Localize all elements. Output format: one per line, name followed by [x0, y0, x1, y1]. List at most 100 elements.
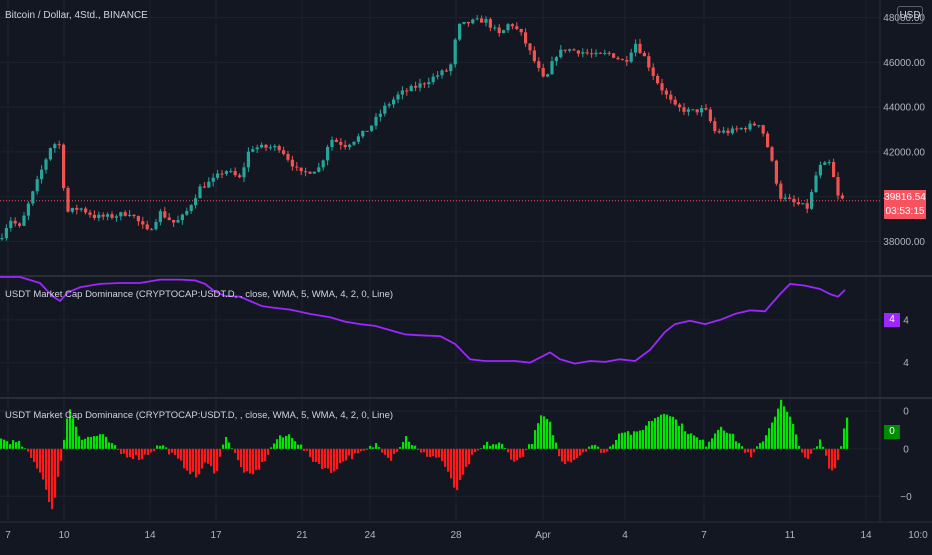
histogram-bar — [252, 448, 255, 475]
histogram-bar — [777, 408, 780, 449]
histogram-bar — [615, 439, 618, 449]
histogram-bar — [735, 441, 738, 449]
histogram-bar — [66, 418, 69, 449]
histogram-bar — [660, 414, 663, 449]
symbol-legend[interactable]: Bitcoin / Dollar, 4Std., BINANCE — [5, 10, 148, 21]
candle-body — [13, 220, 17, 224]
pane-separators[interactable] — [0, 0, 932, 523]
candle-body — [365, 130, 369, 132]
candle-body — [352, 141, 356, 145]
histogram-bar — [186, 448, 189, 471]
candle-body — [224, 171, 228, 174]
candle-body — [757, 125, 761, 127]
histogram-bar — [672, 416, 675, 449]
histogram-bar — [450, 448, 453, 479]
candle-body — [141, 221, 145, 225]
histogram-bar — [168, 448, 171, 455]
candle-body — [194, 198, 198, 206]
candle-body — [546, 74, 550, 77]
candle-body — [308, 171, 312, 174]
candle-body — [568, 49, 572, 51]
histogram-bar — [588, 446, 591, 449]
candle-body — [766, 133, 770, 148]
candle-body — [656, 75, 660, 84]
histogram-bar — [342, 448, 345, 462]
histogram-bar — [315, 448, 318, 462]
candle-body — [770, 147, 774, 161]
histogram-bar — [144, 448, 147, 455]
candle-body — [576, 50, 580, 54]
candle-body — [35, 179, 39, 192]
currency-button[interactable]: USD — [897, 6, 923, 24]
candle-body — [44, 159, 48, 170]
candle-body — [176, 220, 180, 223]
candle-body — [114, 216, 118, 218]
histogram-bar — [303, 448, 306, 451]
histogram-bar — [288, 434, 291, 449]
candle-body — [528, 43, 532, 51]
histogram-bar — [255, 448, 258, 471]
histogram-bar — [294, 441, 297, 449]
histogram-bar — [354, 448, 357, 454]
histogram-bar — [15, 442, 18, 449]
histogram-bar — [489, 445, 492, 449]
histogram-bar — [57, 448, 60, 477]
histogram-bar — [720, 426, 723, 449]
candle-body — [392, 99, 396, 105]
candle-body — [387, 104, 391, 106]
candle-body — [150, 229, 154, 231]
candle-body — [84, 208, 88, 213]
histogram-bar — [636, 431, 639, 449]
candle-body — [229, 171, 233, 173]
candle-body — [48, 148, 52, 160]
histogram-bar — [423, 448, 426, 453]
candle-body — [660, 83, 664, 91]
histogram-bar — [351, 448, 354, 460]
candle-body — [713, 121, 717, 132]
candle-body — [603, 52, 607, 54]
histogram-bar — [240, 448, 243, 468]
candle-body — [110, 214, 114, 218]
histogram-bar — [765, 435, 768, 449]
histogram-bar — [750, 448, 753, 458]
time-axis[interactable]: 7 10 14 17 21 24 28 Apr 4 7 11 14 10:0 — [5, 530, 928, 541]
candle-body — [40, 169, 44, 180]
candle-body — [748, 123, 752, 130]
candle-body — [823, 162, 827, 165]
candle-body — [321, 160, 325, 168]
histogram-bar — [63, 439, 66, 449]
histogram-bar — [363, 448, 366, 451]
histogram-bar — [99, 434, 102, 449]
price-axis-tick-label: 44000.00 — [883, 103, 925, 114]
candle-body — [488, 19, 492, 28]
indicator-legend-line[interactable]: USDT Market Cap Dominance (CRYPTOCAP:USD… — [5, 289, 394, 300]
histogram-bar — [444, 448, 447, 467]
histogram-bar — [390, 448, 393, 461]
histogram-bar — [9, 444, 12, 449]
indicator-legend-histogram[interactable]: USDT Market Cap Dominance (CRYPTOCAP:USD… — [5, 410, 394, 421]
time-axis-label: 4 — [622, 530, 628, 541]
candle-body — [629, 52, 633, 62]
histogram-bar — [249, 448, 252, 474]
histogram-bar — [90, 436, 93, 449]
histogram-bar — [807, 448, 810, 459]
histogram-bar — [81, 439, 84, 449]
histogram-bar — [360, 448, 363, 452]
candle-body — [26, 203, 30, 216]
candle-body — [471, 19, 475, 24]
indicator-axis-tick-label: 4 — [903, 358, 909, 369]
histogram-bar — [189, 448, 192, 475]
histogram-bar — [693, 435, 696, 449]
histogram-bar — [198, 448, 201, 475]
histogram-bar — [417, 448, 420, 450]
histogram-bar — [159, 445, 162, 449]
candle-body — [664, 90, 668, 95]
time-axis-label: 7 — [701, 530, 707, 541]
candle-body — [695, 109, 699, 113]
histogram-bar — [780, 399, 783, 449]
candle-body — [704, 108, 708, 110]
histogram-bar — [216, 448, 219, 471]
candle-body — [559, 49, 563, 58]
